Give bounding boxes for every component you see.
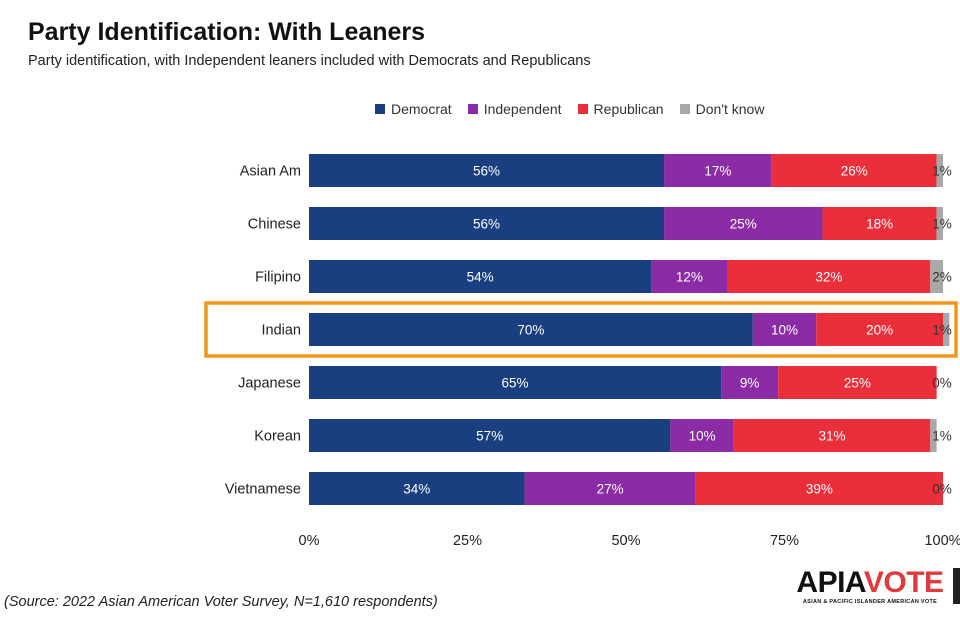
logo-wordmark: APIAVOTE (790, 567, 950, 599)
data-label-japanese-don-t-know: 0% (932, 376, 952, 391)
data-label-chinese-independent: 25% (730, 217, 757, 232)
data-label-filipino-don-t-know: 2% (932, 270, 952, 285)
data-label-indian-democrat: 70% (517, 323, 544, 338)
bar-segment-japanese-democrat (309, 366, 722, 399)
data-label-vietnamese-republican: 39% (806, 482, 833, 497)
bar-segment-chinese-independent (664, 207, 823, 240)
category-label-indian: Indian (261, 323, 301, 339)
data-label-korean-don-t-know: 1% (932, 429, 952, 444)
data-label-chinese-republican: 18% (866, 217, 893, 232)
bar-segment-vietnamese-independent (524, 472, 696, 505)
data-label-vietnamese-democrat: 34% (403, 482, 430, 497)
legend-item-democrat: Democrat (375, 101, 452, 117)
legend-label-democrat: Democrat (391, 101, 452, 117)
legend-item-republican: Republican (577, 101, 664, 117)
data-label-korean-democrat: 57% (476, 429, 503, 444)
bar-segment-asian-am-independent (664, 154, 772, 187)
data-label-asian-am-independent: 17% (704, 164, 731, 179)
data-label-japanese-republican: 25% (844, 376, 871, 391)
x-tick-label-1: 25% (453, 533, 482, 549)
bar-segment-vietnamese-republican (695, 472, 943, 505)
category-label-korean: Korean (254, 429, 301, 445)
data-label-filipino-democrat: 54% (467, 270, 494, 285)
bar-segment-indian-democrat (309, 313, 753, 346)
bar-segment-chinese-democrat (309, 207, 665, 240)
logo-tagline: ASIAN & PACIFIC ISLANDER AMERICAN VOTE (802, 599, 938, 605)
bar-segment-indian-independent (752, 313, 817, 346)
x-tick-label-3: 75% (770, 533, 799, 549)
data-label-japanese-independent: 9% (740, 376, 760, 391)
bar-segment-chinese-don-t-know (936, 207, 943, 240)
data-label-vietnamese-independent: 27% (597, 482, 624, 497)
data-label-indian-don-t-know: 1% (932, 323, 952, 338)
data-label-chinese-don-t-know: 1% (932, 217, 952, 232)
bar-segment-korean-don-t-know (930, 419, 937, 452)
category-label-filipino: Filipino (255, 270, 301, 286)
bar-segment-korean-republican (733, 419, 931, 452)
category-label-vietnamese: Vietnamese (225, 482, 301, 498)
category-label-asian-am: Asian Am (240, 164, 301, 180)
data-label-indian-republican: 20% (866, 323, 893, 338)
legend-swatch-democrat (375, 104, 385, 114)
bar-segment-asian-am-democrat (309, 154, 665, 187)
data-label-korean-republican: 31% (819, 429, 846, 444)
data-label-indian-independent: 10% (771, 323, 798, 338)
bar-segment-filipino-independent (651, 260, 728, 293)
bar-segment-korean-democrat (309, 419, 671, 452)
data-label-vietnamese-don-t-know: 0% (932, 482, 952, 497)
legend-label-dont-know: Don't know (695, 101, 765, 117)
data-label-filipino-republican: 32% (815, 270, 842, 285)
bar-segment-japanese-republican (778, 366, 937, 399)
bar-segment-filipino-republican (727, 260, 931, 293)
legend-item-independent: Independent (467, 101, 562, 117)
logo-text-vote: VOTE (863, 566, 944, 599)
data-label-asian-am-democrat: 56% (473, 164, 500, 179)
x-tick-label-4: 100% (924, 533, 960, 549)
bar-segment-filipino-don-t-know (930, 260, 943, 293)
logo-text-apia: APIA (796, 566, 864, 599)
bar-segment-korean-independent (670, 419, 734, 452)
legend: Democrat Independent Republican Don't kn… (375, 101, 764, 117)
legend-swatch-independent (467, 104, 478, 114)
legend-item-dont-know: Don't know (679, 101, 765, 117)
bar-segment-indian-republican (816, 313, 943, 346)
legend-swatch-dont-know (679, 104, 690, 114)
source-note: (Source: 2022 Asian American Voter Surve… (4, 594, 438, 610)
data-label-japanese-democrat: 65% (502, 376, 529, 391)
legend-label-independent: Independent (483, 101, 562, 117)
bar-segment-chinese-republican (822, 207, 937, 240)
x-tick-label-2: 50% (611, 533, 640, 549)
data-label-filipino-independent: 12% (676, 270, 703, 285)
bar-segment-vietnamese-democrat (309, 472, 525, 505)
chart-title: Party Identification: With Leaners (28, 18, 426, 46)
category-label-japanese: Japanese (238, 376, 301, 392)
chart-subtitle: Party identification, with Independent l… (28, 53, 591, 69)
data-label-asian-am-republican: 26% (841, 164, 868, 179)
data-label-chinese-democrat: 56% (473, 217, 500, 232)
category-label-chinese: Chinese (248, 217, 301, 233)
data-label-korean-independent: 10% (689, 429, 716, 444)
legend-label-republican: Republican (593, 101, 664, 117)
bar-segment-japanese-independent (721, 366, 779, 399)
data-label-asian-am-don-t-know: 1% (932, 164, 952, 179)
logo-edge-decoration (953, 568, 960, 604)
highlight-box-indian (204, 301, 958, 358)
bar-segment-asian-am-don-t-know (936, 154, 943, 187)
bar-segment-filipino-democrat (309, 260, 652, 293)
apiavote-logo: APIAVOTE ASIAN & PACIFIC ISLANDER AMERIC… (790, 567, 950, 606)
legend-swatch-republican (577, 104, 588, 114)
bar-segment-asian-am-republican (771, 154, 937, 187)
x-tick-label-0: 0% (299, 533, 320, 549)
bar-segment-indian-don-t-know (943, 313, 950, 346)
